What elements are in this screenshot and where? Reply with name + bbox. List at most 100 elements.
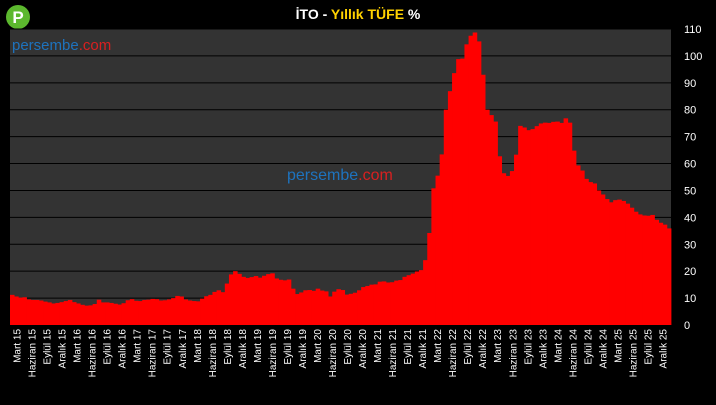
bar — [212, 291, 217, 325]
bar — [183, 299, 189, 325]
bar — [390, 282, 395, 325]
bar — [311, 290, 317, 325]
bar — [464, 44, 469, 326]
bar — [315, 288, 321, 325]
bar — [92, 304, 98, 325]
bar — [414, 271, 420, 325]
bar — [34, 299, 40, 325]
watermark-center-part2: .com — [358, 167, 393, 184]
bar — [394, 280, 399, 325]
x-tick-label: Haziran 18 — [208, 329, 219, 378]
bar — [179, 296, 184, 325]
bar — [146, 299, 151, 325]
watermark-top-part2: .com — [79, 37, 112, 54]
y-tick-label: 100 — [684, 51, 702, 63]
bar — [191, 301, 197, 325]
bar — [604, 199, 610, 325]
y-tick-label: 70 — [684, 132, 696, 144]
bar — [187, 300, 193, 325]
bar — [154, 299, 160, 325]
x-tick-label: Aralık 15 — [58, 329, 69, 369]
bar — [55, 302, 60, 325]
x-tick-label: Haziran 24 — [568, 329, 579, 378]
bar — [245, 277, 251, 325]
brand-logo: P — [6, 5, 30, 29]
bar — [253, 276, 259, 325]
bar — [547, 122, 552, 325]
bar — [509, 171, 515, 325]
bar — [117, 304, 122, 325]
bar — [133, 300, 139, 325]
bar — [30, 299, 36, 325]
bar — [307, 290, 312, 325]
bar — [435, 175, 441, 325]
bar — [530, 129, 536, 325]
bar — [228, 274, 234, 325]
bar — [220, 292, 226, 325]
bar — [501, 173, 507, 325]
bar — [71, 302, 77, 325]
x-tick-label: Eylül 19 — [283, 329, 294, 365]
bar — [542, 122, 548, 325]
bar — [625, 203, 631, 325]
bar — [88, 305, 94, 325]
bar — [480, 74, 486, 325]
bar — [571, 150, 577, 325]
bar — [493, 121, 498, 325]
bar — [286, 279, 292, 325]
bar — [158, 300, 164, 325]
bar — [381, 281, 387, 325]
bar — [344, 294, 350, 325]
bar — [617, 199, 622, 325]
bar — [538, 123, 544, 325]
bar — [633, 211, 639, 325]
x-tick-label: Haziran 25 — [628, 329, 639, 378]
bar — [423, 260, 428, 325]
bar — [418, 270, 424, 325]
bar — [385, 282, 391, 325]
logo-circle — [6, 5, 30, 29]
bar — [43, 301, 48, 325]
bar — [600, 194, 606, 325]
y-tick-label: 50 — [684, 185, 696, 197]
y-tick-label: 80 — [684, 105, 696, 117]
bar — [278, 279, 284, 325]
bar — [249, 277, 255, 325]
bar — [63, 301, 69, 325]
x-tick-label: Aralık 18 — [238, 329, 249, 369]
x-tick-label: Aralık 24 — [598, 329, 609, 369]
bar — [369, 284, 374, 325]
bar — [216, 290, 222, 325]
chart-title-part2: Yıllık TÜFE — [330, 6, 405, 22]
bar — [38, 300, 44, 325]
bar — [410, 273, 416, 325]
bar — [613, 200, 618, 325]
bar — [406, 275, 412, 325]
bar — [666, 228, 672, 325]
x-tick-label: Aralık 19 — [298, 329, 309, 369]
bar — [200, 298, 205, 325]
bar — [175, 295, 180, 325]
bar — [299, 292, 304, 325]
x-tick-label: Haziran 23 — [508, 329, 519, 378]
x-tick-label: Mart 22 — [433, 329, 444, 363]
bar — [84, 305, 89, 325]
y-tick-label: 10 — [684, 293, 696, 305]
bar — [105, 302, 110, 325]
bar — [10, 294, 15, 325]
logo-letter: P — [12, 8, 23, 27]
bar — [59, 302, 65, 325]
x-tick-label: Eylül 23 — [523, 329, 534, 365]
bar — [270, 273, 275, 325]
bar — [150, 298, 155, 325]
watermark-center: persembe.com — [287, 167, 393, 184]
y-tick-label: 0 — [684, 320, 690, 332]
x-tick-label: Mart 17 — [133, 329, 144, 363]
x-tick-label: Haziran 22 — [448, 329, 459, 378]
bar — [262, 275, 267, 325]
bar — [80, 304, 85, 325]
bar — [534, 126, 540, 325]
x-tick-label: Haziran 15 — [28, 329, 39, 378]
bar — [171, 298, 176, 325]
bar — [596, 190, 602, 325]
